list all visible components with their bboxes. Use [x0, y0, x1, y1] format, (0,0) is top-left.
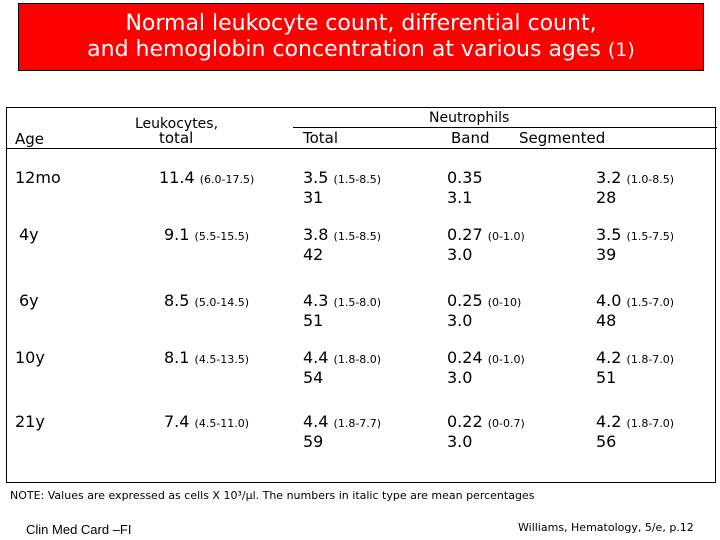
leukocyte-value: 7.4 [164, 412, 190, 431]
total-cell: 3.8 (1.5-8.5) [303, 226, 381, 246]
leukocyte-cell: 11.4 (6.0-17.5) [159, 169, 254, 189]
leukocyte-value: 8.1 [164, 348, 190, 367]
title-line-2-suffix: (1) [607, 39, 635, 61]
segmented-percent: 39 [596, 245, 617, 264]
footer-left: Clin Med Card –FI [26, 522, 132, 537]
total-percent: 42 [303, 245, 324, 264]
header-leukocytes-total: total [159, 129, 194, 147]
total-percent: 54 [303, 368, 324, 387]
row-age: 6y [19, 291, 39, 310]
total-range: (1.5-8.5) [333, 230, 382, 243]
total-value: 4.4 [303, 412, 329, 431]
leukocyte-cell: 8.5 (5.0-14.5) [164, 292, 249, 312]
segmented-range: (1.8-7.0) [626, 417, 675, 430]
band-percent: 3.0 [447, 245, 473, 264]
row-age: 21y [15, 412, 45, 431]
leukocyte-range: (5.5-15.5) [194, 230, 250, 243]
band-cell: 0.22 (0-0.7) [447, 413, 525, 433]
band-value: 0.27 [447, 225, 483, 244]
header-neutrophils: Neutrophils [429, 110, 510, 126]
leukocyte-cell: 7.4 (4.5-11.0) [164, 413, 249, 433]
band-value: 0.25 [447, 291, 483, 310]
header-total: Total [303, 129, 339, 147]
leukocyte-value: 8.5 [164, 291, 190, 310]
footer-citation: Williams, Hematology, 5/e, p.12 [518, 521, 694, 534]
header-leukocytes: Leukocytes, [135, 116, 219, 132]
band-range: (0-10) [487, 296, 522, 309]
band-percent: 3.0 [447, 432, 473, 451]
segmented-value: 4.0 [596, 291, 622, 310]
band-range: (0-0.7) [487, 417, 525, 430]
total-range: (1.8-8.0) [333, 353, 382, 366]
header-rule [7, 148, 717, 149]
row-age: 12mo [15, 168, 61, 187]
segmented-range: (1.5-7.0) [626, 296, 675, 309]
leukocyte-value: 11.4 [159, 168, 195, 187]
segmented-value: 3.2 [596, 168, 622, 187]
total-percent: 59 [303, 432, 324, 451]
segmented-percent: 48 [596, 311, 617, 330]
total-percent: 51 [303, 311, 324, 330]
segmented-cell: 3.5 (1.5-7.5) [596, 226, 674, 246]
title-banner: Normal leukocyte count, differential cou… [18, 3, 704, 71]
segmented-value: 4.2 [596, 412, 622, 431]
neutrophils-rule [293, 127, 717, 128]
band-percent: 3.1 [447, 188, 473, 207]
segmented-percent: 56 [596, 432, 617, 451]
band-range: (0-1.0) [487, 230, 525, 243]
band-value: 0.22 [447, 412, 483, 431]
total-cell: 4.3 (1.5-8.0) [303, 292, 381, 312]
segmented-range: (1.8-7.0) [626, 353, 675, 366]
total-range: (1.5-8.5) [333, 173, 382, 186]
total-percent: 31 [303, 188, 324, 207]
leukocyte-range: (4.5-13.5) [194, 353, 250, 366]
total-cell: 4.4 (1.8-7.7) [303, 413, 381, 433]
header-segmented: Segmented [519, 129, 606, 147]
header-age: Age [15, 130, 45, 148]
band-cell: 0.25 (0-10) [447, 292, 521, 312]
band-value: 0.35 [447, 168, 483, 187]
band-cell: 0.35 [447, 169, 483, 189]
leukocyte-cell: 9.1 (5.5-15.5) [164, 226, 249, 246]
row-age: 4y [19, 225, 39, 244]
segmented-percent: 51 [596, 368, 617, 387]
total-cell: 4.4 (1.8-8.0) [303, 349, 381, 369]
band-value: 0.24 [447, 348, 483, 367]
total-value: 4.3 [303, 291, 329, 310]
total-value: 3.5 [303, 168, 329, 187]
total-cell: 3.5 (1.5-8.5) [303, 169, 381, 189]
segmented-value: 4.2 [596, 348, 622, 367]
segmented-cell: 3.2 (1.0-8.5) [596, 169, 674, 189]
header-band: Band [451, 129, 490, 147]
band-cell: 0.27 (0-1.0) [447, 226, 525, 246]
data-table: Neutrophils Leukocytes, total Age Total … [6, 107, 717, 483]
leukocyte-range: (6.0-17.5) [199, 173, 255, 186]
title-line-2-main: and hemoglobin concentration at various … [87, 37, 608, 62]
leukocyte-cell: 8.1 (4.5-13.5) [164, 349, 249, 369]
band-cell: 0.24 (0-1.0) [447, 349, 525, 369]
segmented-value: 3.5 [596, 225, 622, 244]
segmented-cell: 4.0 (1.5-7.0) [596, 292, 674, 312]
title-line-1: Normal leukocyte count, differential cou… [125, 11, 597, 36]
row-age: 10y [15, 348, 45, 367]
title-line-2: and hemoglobin concentration at various … [19, 36, 703, 64]
band-percent: 3.0 [447, 311, 473, 330]
band-percent: 3.0 [447, 368, 473, 387]
leukocyte-range: (4.5-11.0) [194, 417, 250, 430]
leukocyte-range: (5.0-14.5) [194, 296, 250, 309]
segmented-range: (1.5-7.5) [626, 230, 675, 243]
segmented-percent: 28 [596, 188, 617, 207]
total-value: 4.4 [303, 348, 329, 367]
total-range: (1.8-7.7) [333, 417, 382, 430]
segmented-cell: 4.2 (1.8-7.0) [596, 413, 674, 433]
band-range: (0-1.0) [487, 353, 525, 366]
segmented-range: (1.0-8.5) [626, 173, 675, 186]
table-note: NOTE: Values are expressed as cells X 10… [10, 489, 535, 502]
segmented-cell: 4.2 (1.8-7.0) [596, 349, 674, 369]
total-range: (1.5-8.0) [333, 296, 382, 309]
total-value: 3.8 [303, 225, 329, 244]
leukocyte-value: 9.1 [164, 225, 190, 244]
